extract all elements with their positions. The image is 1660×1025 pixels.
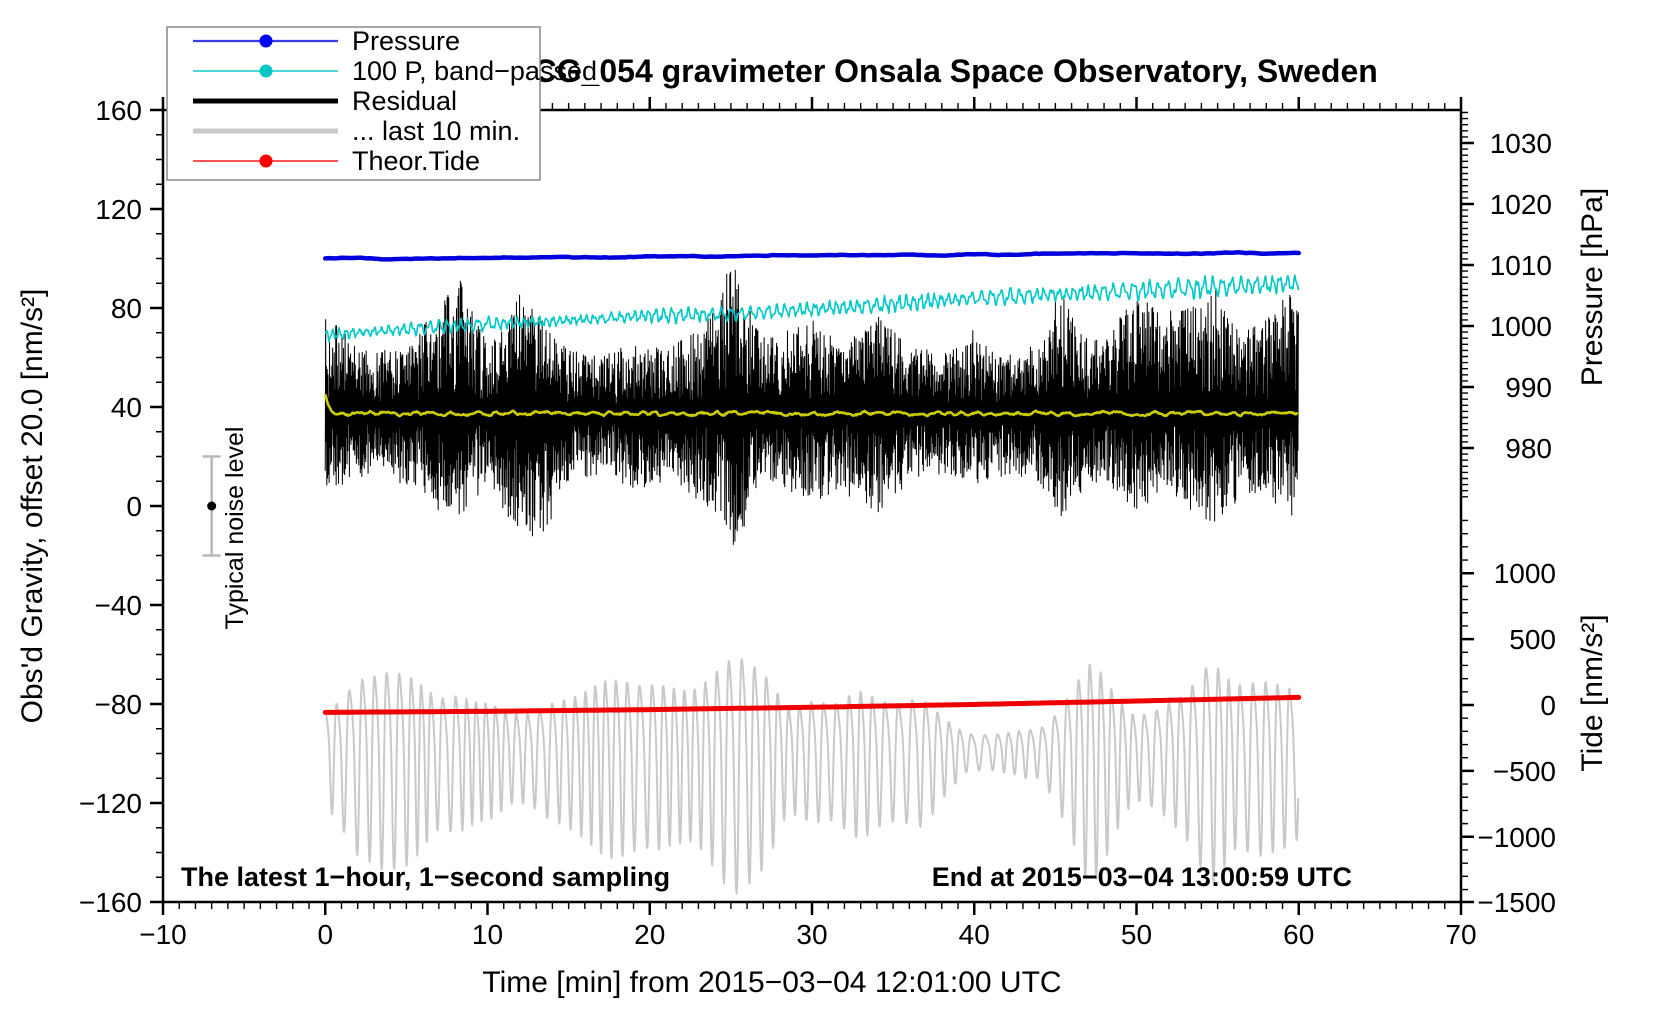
tick-label: 500 [1509,624,1556,655]
tick-label: 10 [472,919,503,950]
tick-label: 0 [126,491,142,522]
chart-title: SCG_054 gravimeter Onsala Space Observat… [512,53,1378,89]
tick-label: 40 [111,392,142,423]
x-axis-title: Time [min] from 2015−03−04 12:01:00 UTC [482,966,1061,999]
noise-level-errorbar [202,455,221,557]
left-axis-title: Obs'd Gravity, offset 20.0 [nm/s²] [16,289,49,724]
tick-label: −120 [79,788,142,819]
tick-label: 1010 [1490,250,1552,281]
legend-label-last-10-min: ... last 10 min. [352,116,520,146]
plot-frame [161,108,1463,904]
tick-label: 70 [1445,919,1476,950]
tick-label: 1000 [1494,558,1556,589]
tick-label: 30 [796,919,827,950]
tick-label: 980 [1505,433,1552,464]
tick-label: 40 [959,919,990,950]
legend-label-pressure: Pressure [352,26,460,56]
tick-label: −1000 [1477,822,1556,853]
legend-label-band-passed: 100 P, band−passed [352,56,597,86]
tick-label: 1030 [1490,128,1552,159]
legend-item-residual: Residual [193,86,457,116]
legend: Pressure 100 P, band−passed Residual ...… [166,26,597,181]
tick-label: 0 [317,919,333,950]
series-layer [322,249,1302,895]
tick-labels: −10 0 10 20 30 40 50 60 7016012080400−40−80−120−… [79,95,1556,950]
theor-tide-series-line [322,694,1302,715]
legend-item-theor-tide: Theor.Tide [193,146,480,176]
tick-label: 1000 [1490,311,1552,342]
band-passed-dot-icon [259,64,273,78]
errorbar-dot [207,501,217,511]
tick-label: −40 [95,590,143,621]
tick-label: 20 [634,919,665,950]
legend-label-residual: Residual [352,86,457,116]
theor-tide-dot-icon [259,154,273,168]
tick-label: −1500 [1477,887,1556,918]
end-time-note: End at 2015−03−04 13:00:59 UTC [932,862,1352,892]
tick-label: 80 [111,293,142,324]
legend-item-pressure: Pressure [193,26,460,56]
sampling-note: The latest 1−hour, 1−second sampling [181,862,670,892]
tick-label: 50 [1121,919,1152,950]
tick-label: −160 [79,887,142,918]
smoothed-residual-line [323,393,1299,418]
tick-label: 120 [95,194,142,225]
tick-label: 60 [1283,919,1314,950]
tide-axis-title: Tide [nm/s²] [1576,614,1609,771]
legend-item-last-10-min: ... last 10 min. [193,116,520,146]
tick-label: −80 [95,689,143,720]
band-passed-series-line [324,274,1300,343]
legend-label-theor-tide: Theor.Tide [352,146,480,176]
residual-series-line [324,269,1299,545]
pressure-axis-title: Pressure [hPa] [1576,188,1609,386]
noise-level-label: Typical noise level [221,427,249,630]
pressure-dot-icon [259,34,273,48]
tick-label: 0 [1540,690,1556,721]
tick-label: −10 [139,919,187,950]
tick-label: −500 [1493,756,1556,787]
major-ticks [150,97,1474,915]
legend-item-band-passed: 100 P, band−passed [193,56,597,86]
tick-label: 990 [1505,372,1552,403]
pressure-series-line [323,249,1301,262]
last-10-min-series-line [324,658,1300,895]
tick-label: 160 [95,95,142,126]
tick-label: 1020 [1490,189,1552,220]
